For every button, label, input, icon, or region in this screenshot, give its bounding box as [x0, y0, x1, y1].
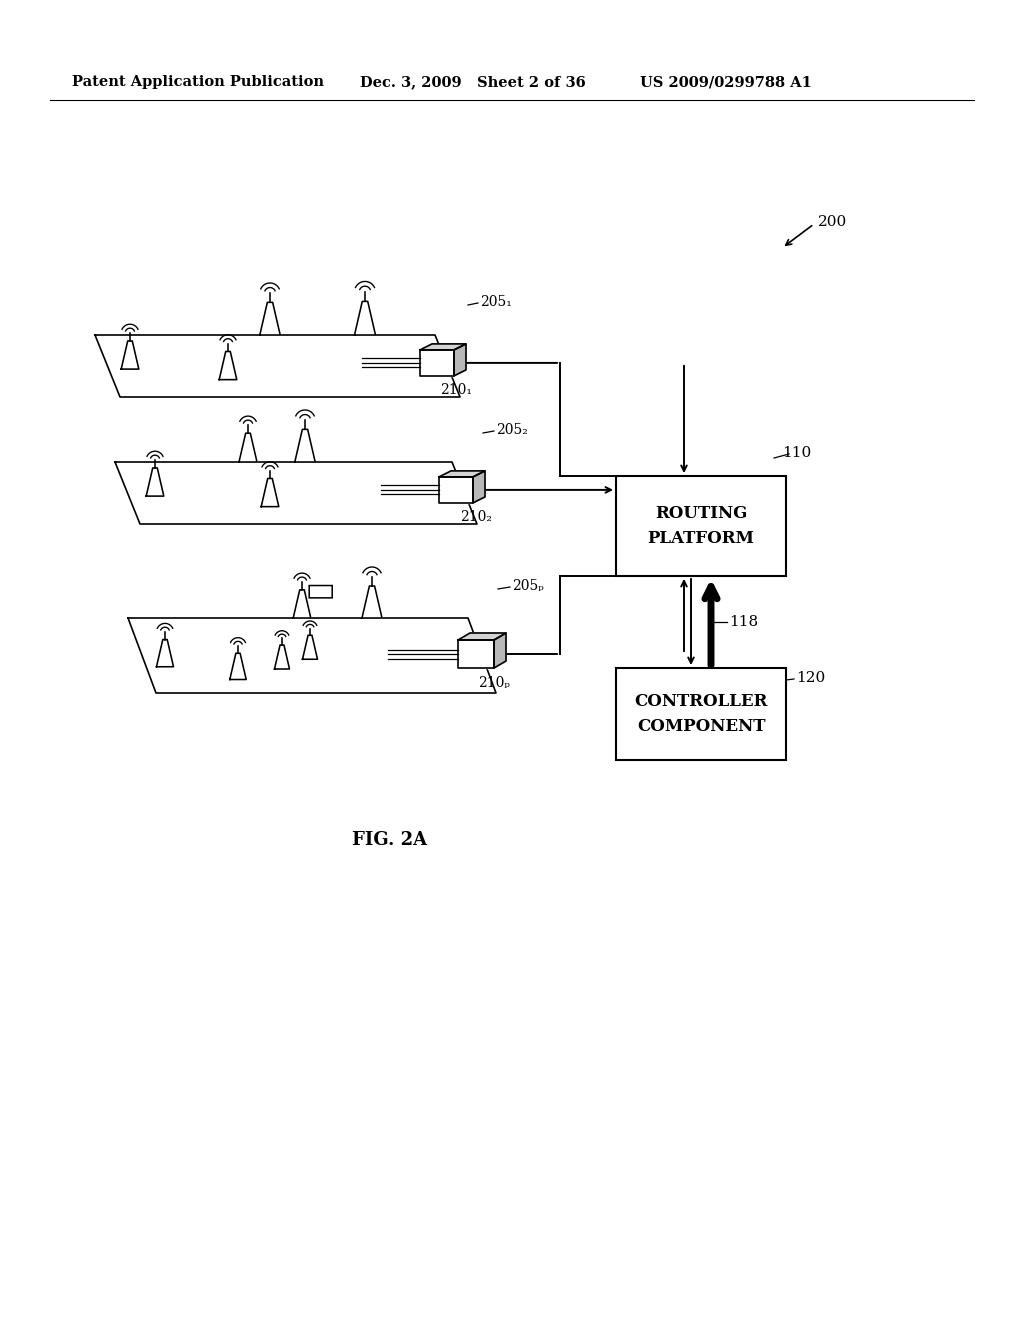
Polygon shape: [115, 462, 477, 524]
Polygon shape: [439, 471, 485, 477]
Polygon shape: [420, 350, 454, 376]
Text: 210ₚ: 210ₚ: [478, 676, 510, 690]
Text: 210₁: 210₁: [440, 383, 472, 397]
Polygon shape: [219, 351, 237, 380]
Text: FIG. 2A: FIG. 2A: [352, 832, 428, 849]
Polygon shape: [229, 653, 246, 680]
Text: ROUTING
PLATFORM: ROUTING PLATFORM: [647, 506, 755, 546]
Text: 205₁: 205₁: [480, 294, 512, 309]
Polygon shape: [157, 640, 173, 667]
Polygon shape: [458, 640, 494, 668]
Text: CONTROLLER
COMPONENT: CONTROLLER COMPONENT: [634, 693, 768, 735]
Text: ⋯: ⋯: [306, 582, 334, 598]
Polygon shape: [454, 345, 466, 376]
Text: US 2009/0299788 A1: US 2009/0299788 A1: [640, 75, 812, 88]
Polygon shape: [261, 478, 279, 507]
Polygon shape: [146, 469, 164, 496]
Text: Dec. 3, 2009   Sheet 2 of 36: Dec. 3, 2009 Sheet 2 of 36: [360, 75, 586, 88]
Polygon shape: [439, 477, 473, 503]
Polygon shape: [295, 429, 315, 462]
Text: 205₂: 205₂: [496, 422, 528, 437]
Text: 210₂: 210₂: [460, 510, 492, 524]
Text: 118: 118: [729, 615, 758, 630]
Polygon shape: [302, 635, 317, 659]
Text: Patent Application Publication: Patent Application Publication: [72, 75, 324, 88]
Polygon shape: [95, 335, 460, 397]
Polygon shape: [473, 471, 485, 503]
Polygon shape: [420, 345, 466, 350]
Polygon shape: [458, 634, 506, 640]
Text: 200: 200: [818, 215, 847, 228]
Text: 205ₚ: 205ₚ: [512, 579, 544, 593]
Text: 120: 120: [796, 671, 825, 685]
Polygon shape: [260, 302, 281, 335]
Polygon shape: [362, 586, 382, 618]
Text: 110: 110: [782, 446, 811, 459]
Polygon shape: [128, 618, 496, 693]
Polygon shape: [239, 433, 257, 462]
Polygon shape: [274, 645, 290, 669]
Polygon shape: [121, 341, 139, 370]
Bar: [616, 477, 786, 576]
Bar: [616, 668, 786, 760]
Polygon shape: [354, 301, 376, 335]
Polygon shape: [494, 634, 506, 668]
Polygon shape: [293, 590, 311, 618]
